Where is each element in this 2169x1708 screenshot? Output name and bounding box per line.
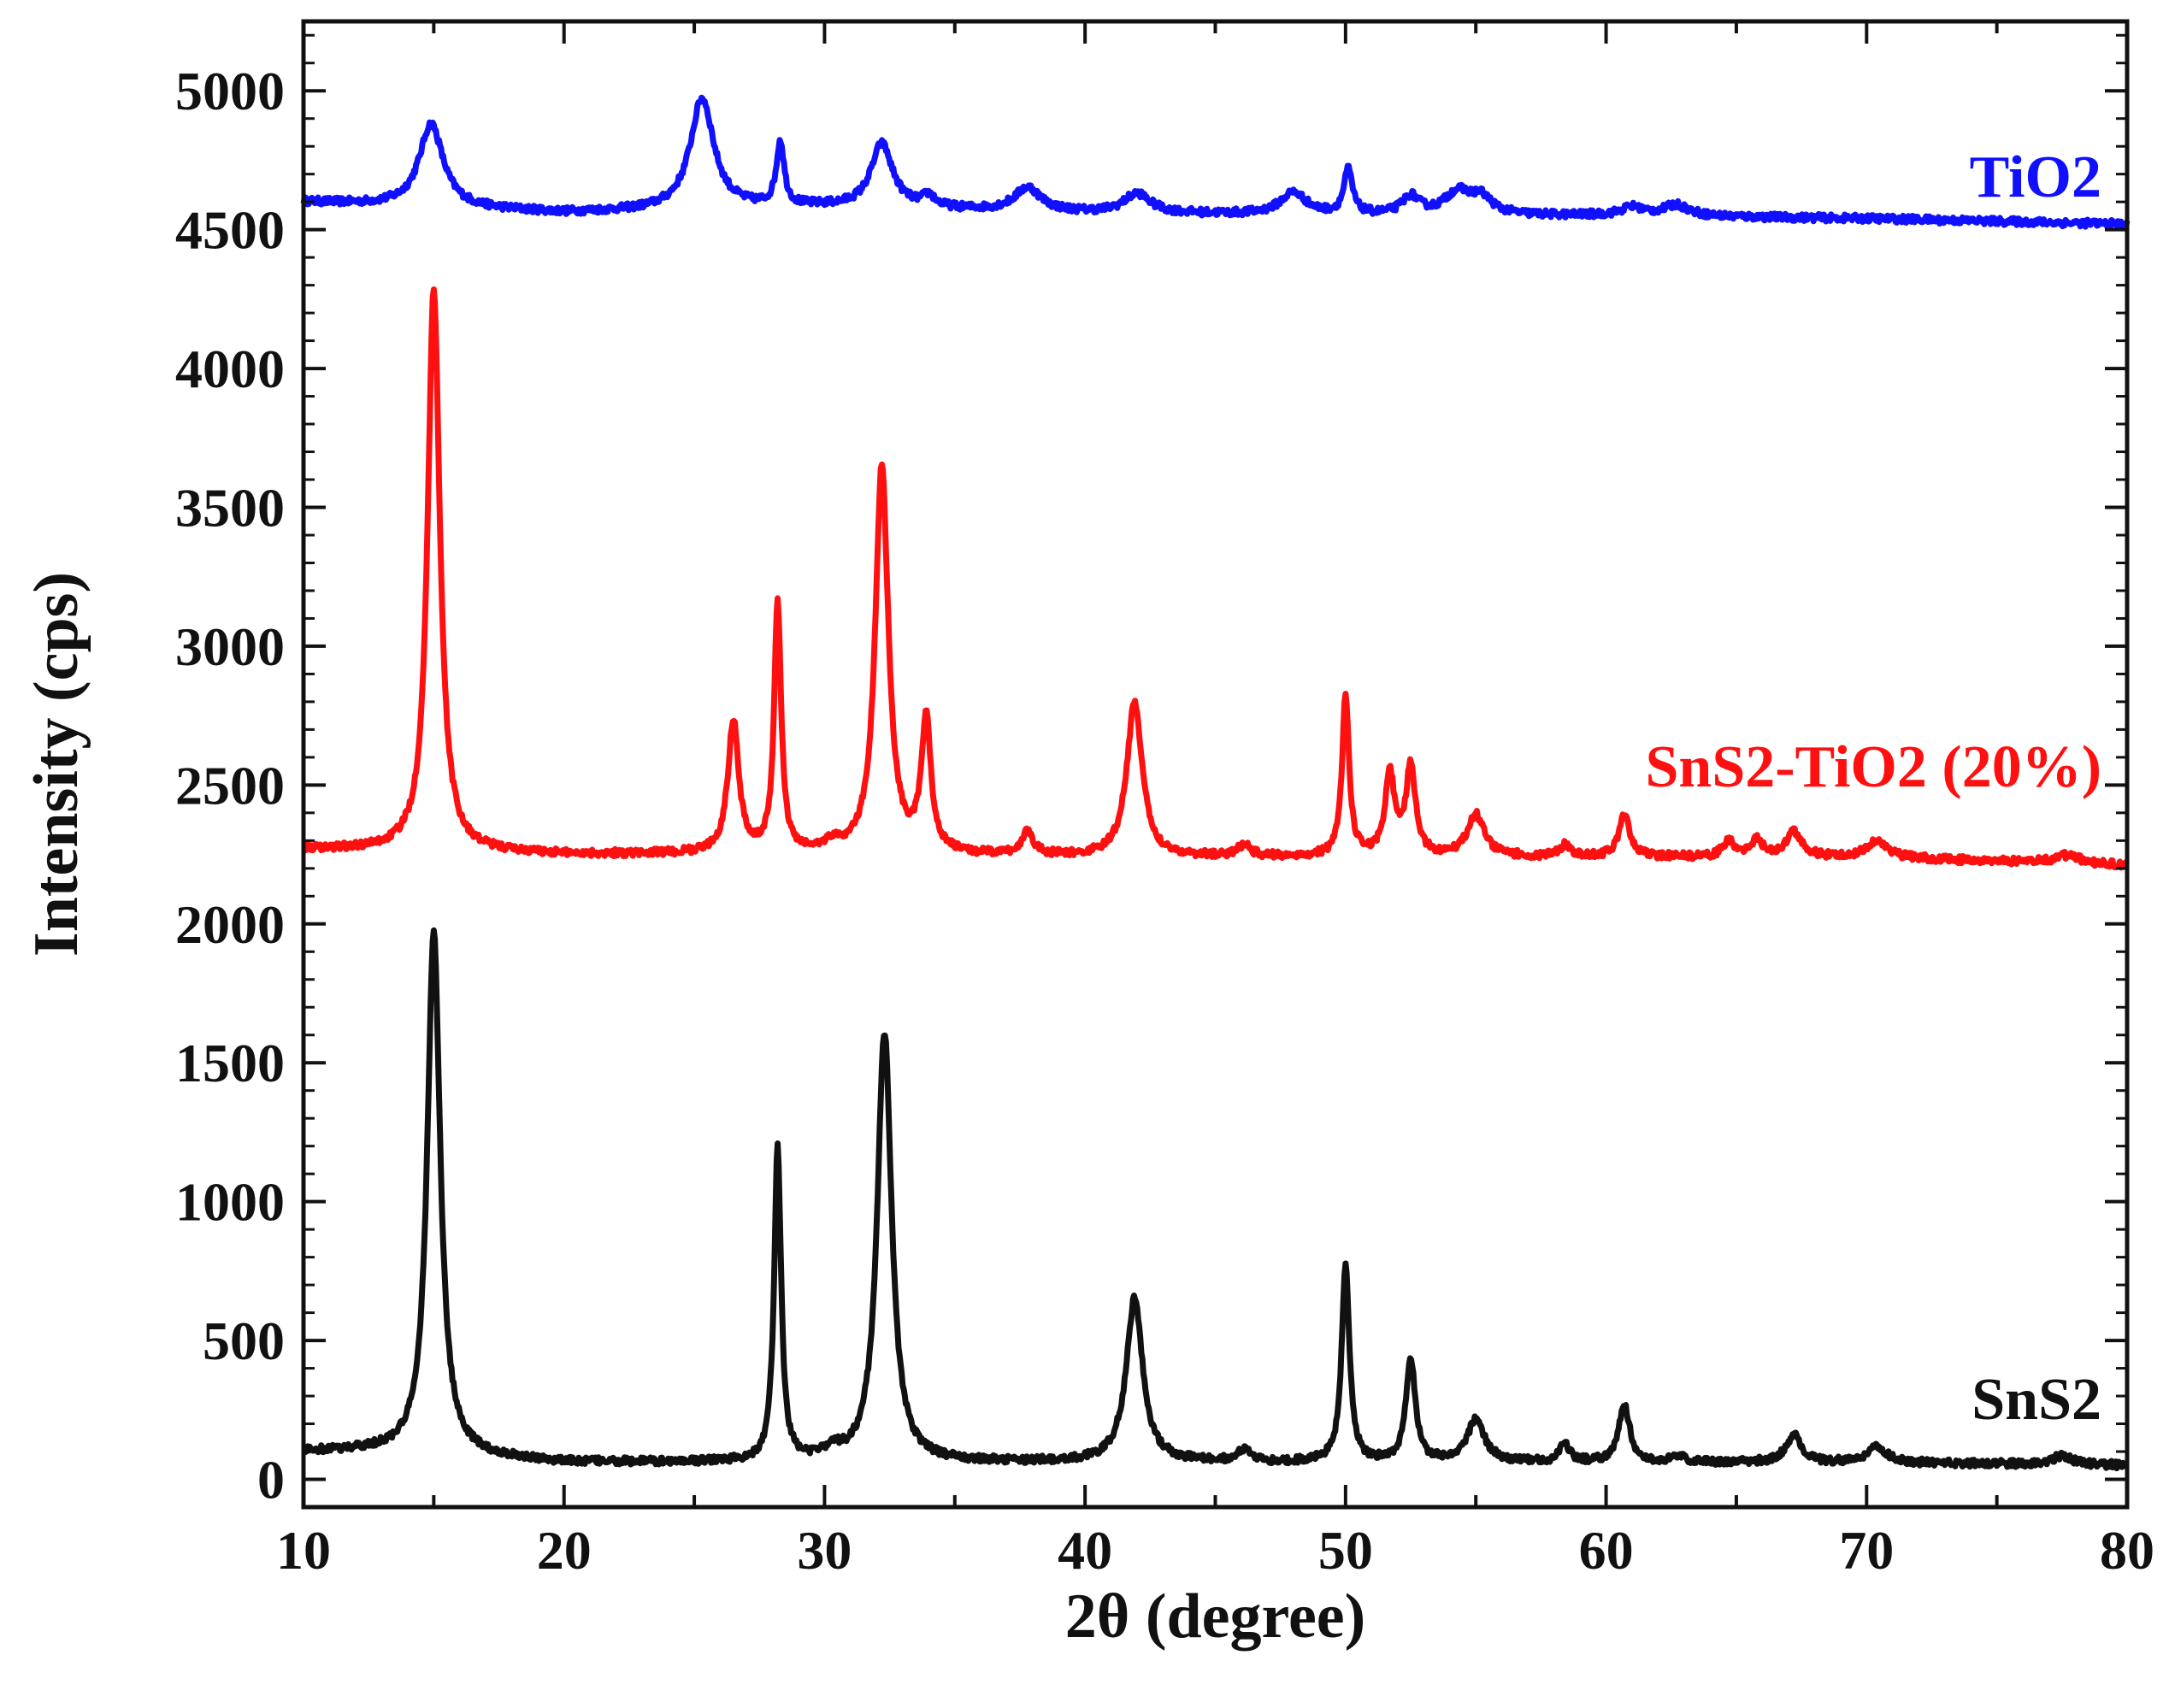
x-tick-label: 40	[1058, 1520, 1112, 1581]
series-line	[301, 927, 2130, 1472]
y-tick-label: 5000	[175, 61, 285, 121]
y-tick-label: 3500	[175, 478, 285, 539]
series-label: TiO2	[1970, 144, 2101, 210]
y-tick-label: 2500	[175, 755, 285, 816]
y-tick-label: 1000	[175, 1172, 285, 1233]
series-line	[301, 286, 2130, 871]
x-tick-label: 70	[1839, 1520, 1894, 1581]
series-label: SnS2-TiO2 (20%)	[1645, 734, 2101, 800]
y-axis-title: Intensity (cps)	[21, 572, 91, 957]
x-axis-title: 2θ (degree)	[1065, 1581, 1366, 1652]
y-tick-label: 0	[257, 1450, 285, 1511]
y-tick-label: 4500	[175, 200, 285, 261]
y-tick-label: 1500	[175, 1033, 285, 1093]
x-tick-label: 20	[537, 1520, 592, 1581]
series-label: SnS2	[1972, 1367, 2101, 1433]
x-tick-label: 50	[1318, 1520, 1373, 1581]
y-tick-label: 4000	[175, 339, 285, 399]
x-tick-label: 30	[797, 1520, 852, 1581]
series-group	[300, 94, 2131, 1472]
y-tick-label: 3000	[175, 616, 285, 677]
x-tick-label: 60	[1579, 1520, 1634, 1581]
axes-group: 10 20 30 40 50 60 70 80 0 500 1000 1500 2000 2500 3000…	[175, 21, 2154, 1581]
y-tick-label: 500	[203, 1310, 285, 1371]
series-labels: TiO2 SnS2-TiO2 (20%) SnS2	[1645, 144, 2101, 1433]
x-tick-label: 80	[2100, 1520, 2154, 1581]
y-tick-label: 2000	[175, 894, 285, 955]
series-line	[300, 94, 2131, 231]
x-tick-label: 10	[276, 1520, 331, 1581]
